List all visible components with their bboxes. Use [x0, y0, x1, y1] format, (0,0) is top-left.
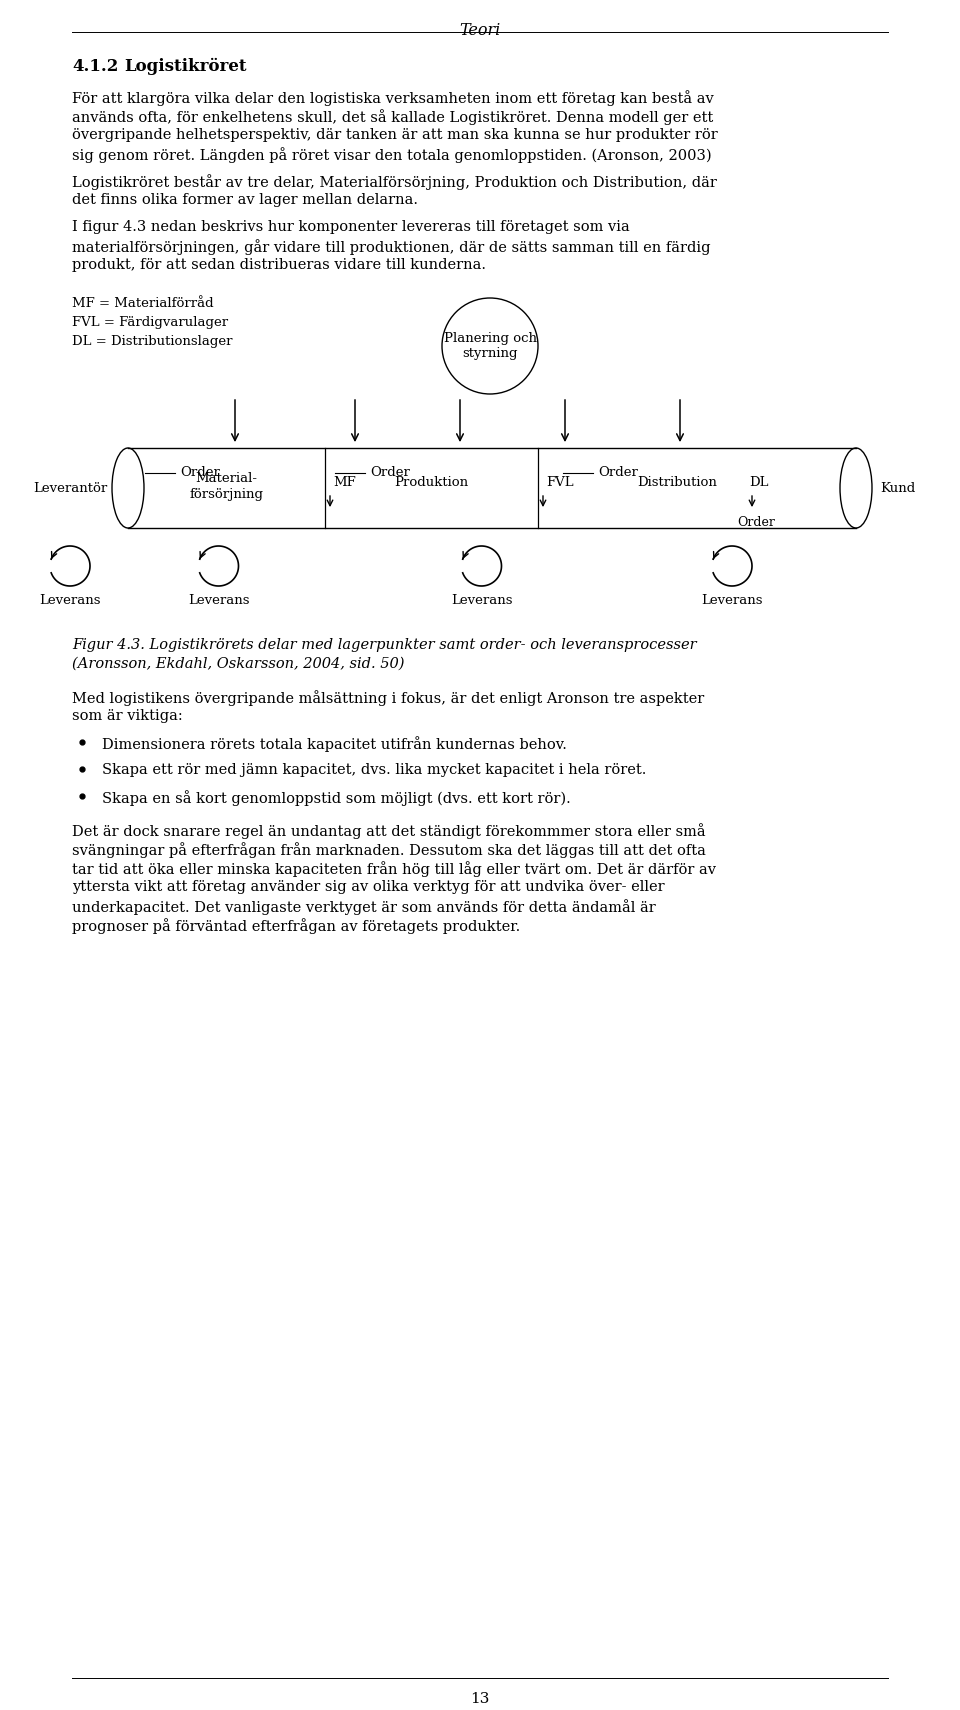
Text: Med logistikens övergripande målsättning i fokus, är det enligt Aronson tre aspe: Med logistikens övergripande målsättning… — [72, 691, 705, 706]
Text: (Aronsson, Ekdahl, Oskarsson, 2004, sid. 50): (Aronsson, Ekdahl, Oskarsson, 2004, sid.… — [72, 657, 404, 670]
Text: Produktion: Produktion — [395, 475, 468, 489]
Text: Logistikröret består av tre delar, Materialförsörjning, Produktion och Distribut: Logistikröret består av tre delar, Mater… — [72, 174, 717, 190]
Text: Logistikröret: Logistikröret — [124, 58, 247, 75]
Text: FVL: FVL — [546, 475, 574, 489]
Text: yttersta vikt att företag använder sig av olika verktyg för att undvika över- el: yttersta vikt att företag använder sig a… — [72, 881, 664, 894]
Text: Material-: Material- — [196, 472, 257, 486]
Text: det finns olika former av lager mellan delarna.: det finns olika former av lager mellan d… — [72, 193, 418, 207]
Text: försörjning: försörjning — [189, 487, 263, 501]
Text: underkapacitet. Det vanligaste verktyget är som används för detta ändamål är: underkapacitet. Det vanligaste verktyget… — [72, 899, 656, 915]
Text: 4.1.2: 4.1.2 — [72, 58, 118, 75]
Text: 13: 13 — [470, 1691, 490, 1707]
Text: produkt, för att sedan distribueras vidare till kunderna.: produkt, för att sedan distribueras vida… — [72, 258, 486, 272]
Text: Teori: Teori — [460, 22, 500, 39]
Text: Dimensionera rörets totala kapacitet utifrån kundernas behov.: Dimensionera rörets totala kapacitet uti… — [102, 735, 566, 752]
Text: Kund: Kund — [880, 482, 916, 494]
Text: sig genom röret. Längden på röret visar den totala genomloppstiden. (Aronson, 20: sig genom röret. Längden på röret visar … — [72, 147, 711, 162]
Text: Figur 4.3. Logistikrörets delar med lagerpunkter samt order- och leveransprocess: Figur 4.3. Logistikrörets delar med lage… — [72, 638, 697, 652]
Text: Leverans: Leverans — [188, 593, 250, 607]
Text: Leverantör: Leverantör — [33, 482, 108, 494]
Text: Order: Order — [370, 467, 410, 479]
Text: MF: MF — [333, 475, 356, 489]
Text: Leverans: Leverans — [701, 593, 763, 607]
Text: Distribution: Distribution — [637, 475, 717, 489]
Text: övergripande helhetsperspektiv, där tanken är att man ska kunna se hur produkter: övergripande helhetsperspektiv, där tank… — [72, 128, 718, 142]
Text: Order: Order — [737, 516, 775, 528]
Text: Det är dock snarare regel än undantag att det ständigt förekommmer stora eller s: Det är dock snarare regel än undantag at… — [72, 823, 706, 840]
Text: Skapa en så kort genomloppstid som möjligt (dvs. ett kort rör).: Skapa en så kort genomloppstid som möjli… — [102, 790, 571, 805]
Text: MF = Materialförråd: MF = Materialförråd — [72, 298, 214, 310]
Text: materialförsörjningen, går vidare till produktionen, där de sätts samman till en: materialförsörjningen, går vidare till p… — [72, 239, 710, 255]
Text: Skapa ett rör med jämn kapacitet, dvs. lika mycket kapacitet i hela röret.: Skapa ett rör med jämn kapacitet, dvs. l… — [102, 763, 646, 776]
Text: DL: DL — [749, 475, 769, 489]
Text: FVL = Färdigvarulager: FVL = Färdigvarulager — [72, 316, 228, 328]
Text: som är viktiga:: som är viktiga: — [72, 710, 182, 723]
Text: Leverans: Leverans — [39, 593, 101, 607]
Text: tar tid att öka eller minska kapaciteten från hög till låg eller tvärt om. Det ä: tar tid att öka eller minska kapaciteten… — [72, 862, 716, 877]
Text: svängningar på efterfrågan från marknaden. Dessutom ska det läggas till att det : svängningar på efterfrågan från marknade… — [72, 841, 706, 858]
Text: I figur 4.3 nedan beskrivs hur komponenter levereras till företaget som via: I figur 4.3 nedan beskrivs hur komponent… — [72, 221, 630, 234]
Text: Order: Order — [598, 467, 637, 479]
Text: För att klargöra vilka delar den logistiska verksamheten inom ett företag kan be: För att klargöra vilka delar den logisti… — [72, 91, 713, 106]
Text: Order: Order — [180, 467, 220, 479]
Text: Planering och
styrning: Planering och styrning — [444, 332, 537, 361]
Text: prognoser på förväntad efterfrågan av företagets produkter.: prognoser på förväntad efterfrågan av fö… — [72, 918, 520, 934]
Text: Leverans: Leverans — [451, 593, 513, 607]
Text: DL = Distributionslager: DL = Distributionslager — [72, 335, 232, 349]
Text: används ofta, för enkelhetens skull, det så kallade Logistikröret. Denna modell : används ofta, för enkelhetens skull, det… — [72, 109, 713, 125]
